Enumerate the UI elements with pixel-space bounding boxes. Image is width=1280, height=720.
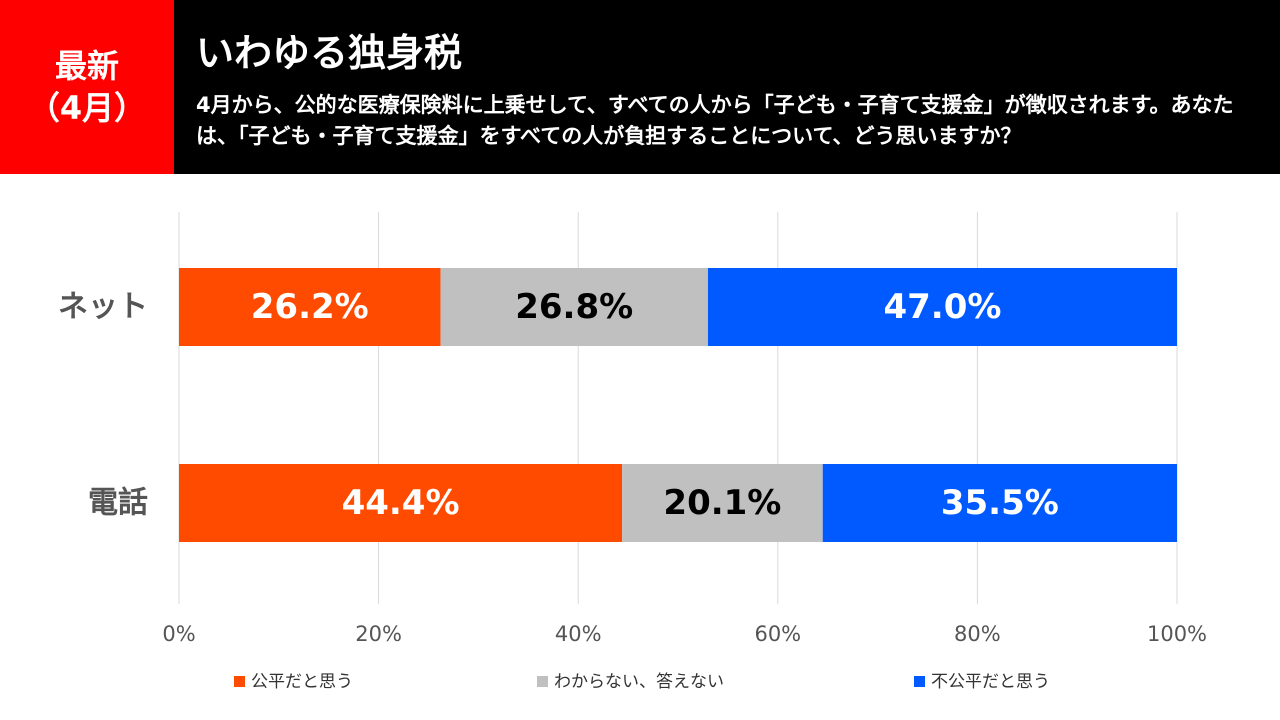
category-label-1: 電話 xyxy=(88,486,148,521)
bar-segment-1-2 xyxy=(822,464,1177,542)
data-label-0-1: 26.8% xyxy=(515,287,633,327)
data-label-1-1: 20.1% xyxy=(663,483,781,523)
legend-label-0: 公平だと思う xyxy=(251,672,353,692)
x-tick-label-0: 0% xyxy=(162,622,195,646)
legend-swatch-0 xyxy=(234,676,245,687)
x-tick-label-40: 40% xyxy=(555,622,602,646)
data-label-1-0: 44.4% xyxy=(342,483,460,523)
badge-line2: （4月） xyxy=(27,89,147,127)
bar-segment-0-0 xyxy=(179,268,441,346)
bar-segment-1-0 xyxy=(179,464,623,542)
stacked-bar-chart: ネット 26.2% 26.8% 47.0% 電話 44.4% 20.1% 35.5% 0% 20%… xyxy=(58,212,1207,692)
bar-segment-1-1 xyxy=(622,464,823,542)
x-tick-label-20: 20% xyxy=(355,622,402,646)
bar-segment-0-2 xyxy=(707,268,1177,346)
data-label-0-2: 47.0% xyxy=(883,287,1001,327)
latest-badge: 最新 （4月） xyxy=(0,0,174,174)
x-tick-label-80: 80% xyxy=(954,622,1001,646)
x-tick-label-60: 60% xyxy=(754,622,801,646)
badge-line1: 最新 xyxy=(54,47,119,85)
data-label-1-2: 35.5% xyxy=(941,483,1059,523)
legend-swatch-2 xyxy=(914,676,925,687)
legend-swatch-1 xyxy=(537,676,548,687)
data-label-0-0: 26.2% xyxy=(251,287,369,327)
bar-segment-0-1 xyxy=(440,268,708,346)
page-title: いわゆる独身税 xyxy=(196,31,463,75)
x-tick-label-100: 100% xyxy=(1147,622,1207,646)
survey-question: 4月から、公的な医療保険料に上乗せして、すべての人から「子ども・子育て支援金」が… xyxy=(196,93,1234,148)
legend-label-1: わからない、答えない xyxy=(554,672,724,692)
category-label-0: ネット xyxy=(58,290,148,325)
legend-label-2: 不公平だと思う xyxy=(931,672,1050,692)
header-bar xyxy=(0,0,1280,174)
